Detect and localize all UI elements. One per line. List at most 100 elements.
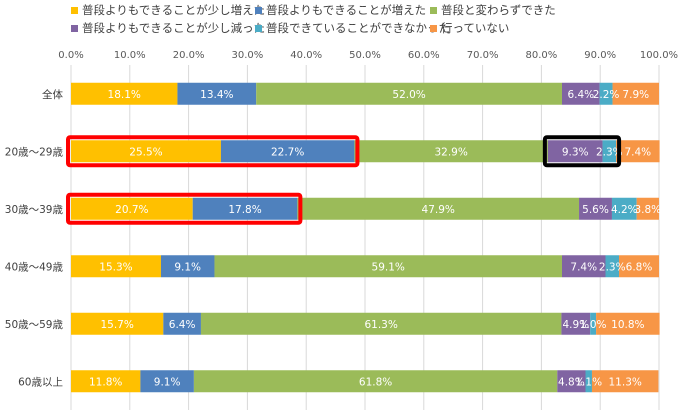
bar-segment-3-0 bbox=[71, 255, 161, 278]
data-label-2-1: 17.8% bbox=[228, 204, 261, 216]
bar-segment-0-3 bbox=[561, 82, 600, 105]
highlight-boxes bbox=[66, 135, 622, 225]
bar-segment-3-5 bbox=[619, 255, 659, 278]
data-label-5-5: 11.3% bbox=[609, 376, 642, 388]
data-label-5-0: 11.8% bbox=[89, 376, 122, 388]
bar-segment-1-3 bbox=[547, 140, 603, 163]
bar-segment-3-3 bbox=[561, 255, 606, 278]
bar-segment-0-4 bbox=[599, 82, 613, 105]
legend-label-3: 普段よりもできることが少し減った bbox=[82, 21, 265, 35]
bar-segment-5-2 bbox=[193, 370, 558, 393]
category-label-3: 40歳〜49歳 bbox=[5, 261, 64, 273]
bars: 18.1% 13.4% 52.0% 6.4%2.2% 7.9%25.5% 22.7% 32.… bbox=[71, 82, 661, 393]
data-label-3-2: 59.1% bbox=[372, 261, 405, 273]
data-label-3-1: 9.1% bbox=[174, 261, 201, 273]
x-tick-label-3: 30.0% bbox=[232, 50, 264, 61]
bar-segment-0-1 bbox=[177, 82, 257, 105]
bar-segment-4-4 bbox=[590, 312, 597, 335]
x-tick-label-6: 60.0% bbox=[408, 50, 440, 61]
bar-segment-5-0 bbox=[71, 370, 141, 393]
data-label-2-0: 20.7% bbox=[115, 204, 148, 216]
data-label-0-0: 18.1% bbox=[108, 89, 141, 101]
bar-segment-1-0 bbox=[71, 140, 221, 163]
legend-swatch-1 bbox=[255, 7, 262, 14]
bar-segment-0-2 bbox=[256, 82, 562, 105]
data-label-3-4: 2.3% bbox=[599, 261, 626, 273]
category-labels: 全体 20歳〜29歳 30歳〜39歳 40歳〜49歳 50歳〜59歳 60歳以上 bbox=[5, 88, 64, 389]
bar-segment-5-5 bbox=[591, 370, 659, 393]
bar-segment-1-1 bbox=[220, 140, 355, 163]
data-label-4-2: 61.3% bbox=[364, 319, 397, 331]
legend-label-2: 普段と変わらずできた bbox=[441, 3, 556, 17]
x-tick-label-5: 50.0% bbox=[349, 50, 381, 61]
data-label-5-2: 61.8% bbox=[359, 376, 392, 388]
data-label-5-4: 1.1% bbox=[575, 376, 602, 388]
gridlines bbox=[70, 65, 660, 410]
data-label-1-3: 9.3% bbox=[562, 146, 589, 158]
highlight-box-2 bbox=[542, 135, 622, 168]
bar-segment-4-2 bbox=[200, 312, 562, 335]
data-label-0-5: 7.9% bbox=[622, 89, 649, 101]
data-label-4-4: 1.0% bbox=[580, 319, 607, 331]
bar-segment-2-0 bbox=[71, 197, 193, 220]
category-label-4: 50歳〜59歳 bbox=[5, 319, 64, 331]
data-label-2-2: 47.9% bbox=[422, 204, 455, 216]
legend-label-1: 普段よりもできることが増えた bbox=[266, 3, 426, 17]
x-tick-label-2: 20.0% bbox=[173, 50, 205, 61]
data-label-0-4: 2.2% bbox=[593, 89, 620, 101]
legend-swatch-4 bbox=[255, 25, 262, 32]
bar-segment-3-2 bbox=[214, 255, 562, 278]
data-label-3-3: 7.4% bbox=[570, 261, 597, 273]
bar-segment-0-5 bbox=[612, 82, 659, 105]
highlight-box-0 bbox=[66, 135, 360, 168]
data-label-0-1: 13.4% bbox=[200, 89, 233, 101]
x-tick-label-9: 90.0% bbox=[584, 50, 616, 61]
bar-segment-3-1 bbox=[160, 255, 215, 278]
data-label-0-2: 52.0% bbox=[392, 89, 425, 101]
bar-segment-1-4 bbox=[602, 140, 617, 163]
bar-segment-4-1 bbox=[163, 312, 201, 335]
x-tick-label-4: 40.0% bbox=[290, 50, 322, 61]
data-label-1-4: 2.3% bbox=[596, 146, 623, 158]
data-label-4-5: 10.8% bbox=[611, 319, 644, 331]
x-tick-label-10: 100.0% bbox=[640, 50, 678, 61]
x-tick-label-7: 70.0% bbox=[467, 50, 499, 61]
bar-segment-2-4 bbox=[611, 197, 637, 220]
bar-segment-2-2 bbox=[297, 197, 580, 220]
data-label-0-3: 6.4% bbox=[567, 89, 594, 101]
legend-swatch-0 bbox=[71, 7, 78, 14]
bar-segment-3-4 bbox=[605, 255, 620, 278]
bar-segment-5-1 bbox=[140, 370, 194, 393]
bar-segment-5-4 bbox=[585, 370, 592, 393]
data-label-1-1: 22.7% bbox=[271, 146, 304, 158]
data-label-2-3: 5.6% bbox=[582, 204, 609, 216]
legend-swatch-2 bbox=[430, 7, 437, 14]
x-tick-label-8: 80.0% bbox=[526, 50, 558, 61]
data-label-5-3: 4.8% bbox=[558, 376, 585, 388]
data-label-4-3: 4.9% bbox=[562, 319, 589, 331]
bar-segment-2-3 bbox=[579, 197, 612, 220]
legend: 普段よりもできることが少し増えた 普段よりもできることが増えた 普段と変わらずできた… bbox=[71, 3, 556, 35]
data-label-1-5: 7.4% bbox=[624, 146, 651, 158]
x-tick-label-0: 0.0% bbox=[58, 50, 83, 61]
data-label-1-2: 32.9% bbox=[434, 146, 467, 158]
bar-segment-1-5 bbox=[616, 140, 660, 163]
legend-label-5: 行っていない bbox=[441, 21, 509, 35]
highlight-box-1 bbox=[66, 192, 303, 225]
data-label-5-1: 9.1% bbox=[154, 376, 181, 388]
legend-swatch-3 bbox=[71, 25, 78, 32]
bar-segment-4-5 bbox=[596, 312, 660, 335]
data-label-3-0: 15.3% bbox=[99, 261, 132, 273]
category-label-1: 20歳〜29歳 bbox=[5, 146, 64, 158]
data-label-4-0: 15.7% bbox=[100, 319, 133, 331]
data-label-3-5: 6.8% bbox=[626, 261, 653, 273]
category-label-0: 全体 bbox=[42, 88, 63, 101]
legend-label-4: 普段できていることができなかった bbox=[266, 21, 450, 35]
x-axis-ticks: 0.0% 10.0% 20.0% 30.0% 40.0% 50.0% 60.0% 70.0% 8… bbox=[58, 50, 678, 61]
bar-segment-2-5 bbox=[636, 197, 659, 220]
bar-segment-1-2 bbox=[354, 140, 548, 163]
legend-swatch-5 bbox=[430, 25, 437, 32]
bar-segment-5-3 bbox=[557, 370, 586, 393]
data-label-2-5: 3.8% bbox=[634, 204, 661, 216]
